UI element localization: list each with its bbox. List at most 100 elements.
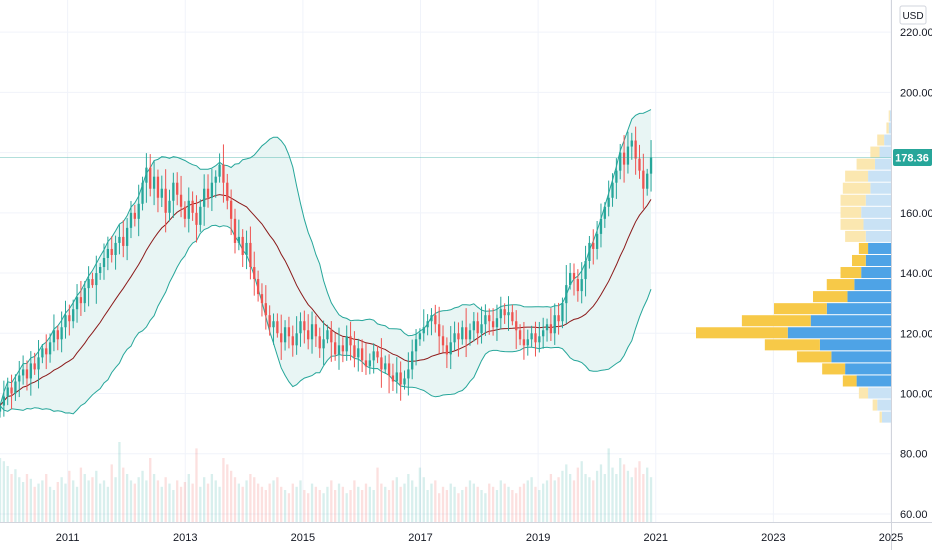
candle-body bbox=[152, 176, 156, 189]
volume-bar bbox=[457, 493, 460, 522]
volume-bar bbox=[611, 467, 614, 522]
volume-bar bbox=[414, 486, 418, 522]
candle-body bbox=[565, 285, 568, 304]
currency-badge[interactable]: USD bbox=[899, 5, 927, 25]
volume-bar bbox=[187, 474, 190, 522]
vp-down-bar bbox=[822, 363, 846, 375]
volume-bar bbox=[29, 478, 32, 522]
volume-bar bbox=[87, 480, 90, 522]
candle-body bbox=[461, 327, 464, 340]
volume-bar bbox=[622, 464, 626, 522]
candle-body bbox=[168, 200, 171, 213]
x-tick-label: 2013 bbox=[173, 532, 197, 544]
candle-body bbox=[449, 342, 452, 355]
vp-down-bar bbox=[696, 327, 788, 339]
vp-down-bar bbox=[840, 194, 866, 206]
candle-body bbox=[210, 182, 214, 198]
candle-body bbox=[83, 288, 86, 304]
candle-body bbox=[203, 188, 206, 207]
candle-body bbox=[572, 273, 576, 280]
candle-body bbox=[599, 218, 603, 234]
vp-down-bar bbox=[858, 387, 869, 399]
vp-up-bar bbox=[819, 339, 891, 351]
candle-body bbox=[626, 146, 630, 165]
candle-body bbox=[245, 242, 248, 255]
volume-bar bbox=[364, 483, 368, 522]
vp-up-bar bbox=[854, 279, 891, 291]
volume-bar bbox=[276, 477, 279, 522]
candle-body bbox=[499, 309, 502, 319]
candle-body bbox=[484, 315, 487, 325]
candle-body bbox=[137, 203, 140, 219]
currency-label: USD bbox=[902, 11, 923, 22]
vp-up-bar bbox=[856, 375, 891, 387]
candle-body bbox=[372, 351, 375, 361]
candle-body bbox=[233, 218, 237, 243]
candle-body bbox=[515, 321, 518, 331]
volume-bar bbox=[118, 442, 121, 522]
vp-down-bar bbox=[842, 375, 857, 387]
candle-body bbox=[272, 321, 275, 328]
basis-line bbox=[0, 194, 652, 406]
volume-bar bbox=[534, 486, 537, 522]
y-tick-label: 60.00 bbox=[900, 509, 928, 521]
candle-body bbox=[557, 315, 560, 322]
candle-body bbox=[476, 321, 479, 334]
volume-bar bbox=[491, 486, 495, 522]
volume-bar bbox=[526, 480, 529, 522]
volume-bar bbox=[353, 480, 356, 522]
candle-body bbox=[102, 257, 106, 268]
volume-bar bbox=[595, 470, 599, 522]
volume-bar bbox=[168, 483, 171, 522]
vp-up-bar bbox=[881, 411, 891, 423]
vp-down-bar bbox=[858, 242, 869, 254]
volume-bar bbox=[599, 464, 603, 522]
vp-up-bar bbox=[810, 315, 891, 327]
vp-down-bar bbox=[888, 110, 890, 122]
volume-bar bbox=[576, 467, 580, 522]
vp-up-bar bbox=[879, 146, 891, 158]
candle-body bbox=[619, 152, 622, 171]
vp-down-bar bbox=[845, 230, 866, 242]
candle-body bbox=[241, 236, 244, 255]
volume-bar bbox=[0, 458, 2, 522]
vp-down-bar bbox=[826, 279, 855, 291]
volume-bar bbox=[322, 493, 325, 522]
volume-bar bbox=[603, 474, 606, 522]
candle-body bbox=[52, 330, 56, 343]
candle-body bbox=[542, 330, 545, 337]
volume-bar bbox=[634, 467, 637, 522]
volume-bar bbox=[10, 474, 13, 522]
volume-bar bbox=[310, 483, 314, 522]
volume-bar bbox=[530, 477, 533, 522]
volume-bar bbox=[253, 477, 256, 522]
candle-body bbox=[495, 318, 499, 328]
volume-bar bbox=[75, 486, 79, 522]
vp-down-bar bbox=[886, 122, 889, 134]
volume-bar bbox=[33, 486, 36, 522]
candle-body bbox=[399, 372, 402, 385]
candle-body bbox=[214, 176, 217, 183]
x-tick-label: 2017 bbox=[408, 532, 432, 544]
volume-bar bbox=[272, 480, 275, 522]
volume-bar bbox=[418, 467, 422, 522]
candle-body bbox=[33, 363, 36, 370]
candle-body bbox=[283, 327, 287, 343]
band-fill bbox=[0, 109, 651, 414]
candle-body bbox=[318, 336, 321, 349]
candle-body bbox=[299, 321, 302, 334]
candle-body bbox=[349, 336, 352, 346]
volume-bar bbox=[56, 482, 59, 522]
candle-body bbox=[156, 176, 160, 198]
vp-down-bar bbox=[852, 254, 866, 267]
vp-up-bar bbox=[845, 363, 891, 375]
candle-body bbox=[249, 242, 252, 268]
candle-body bbox=[472, 321, 475, 331]
candle-body bbox=[511, 312, 514, 322]
volume-bar bbox=[360, 490, 364, 522]
vp-up-bar bbox=[831, 351, 891, 363]
volume-bar bbox=[345, 493, 348, 522]
volume-bar bbox=[99, 483, 102, 522]
candle-body bbox=[310, 324, 314, 340]
